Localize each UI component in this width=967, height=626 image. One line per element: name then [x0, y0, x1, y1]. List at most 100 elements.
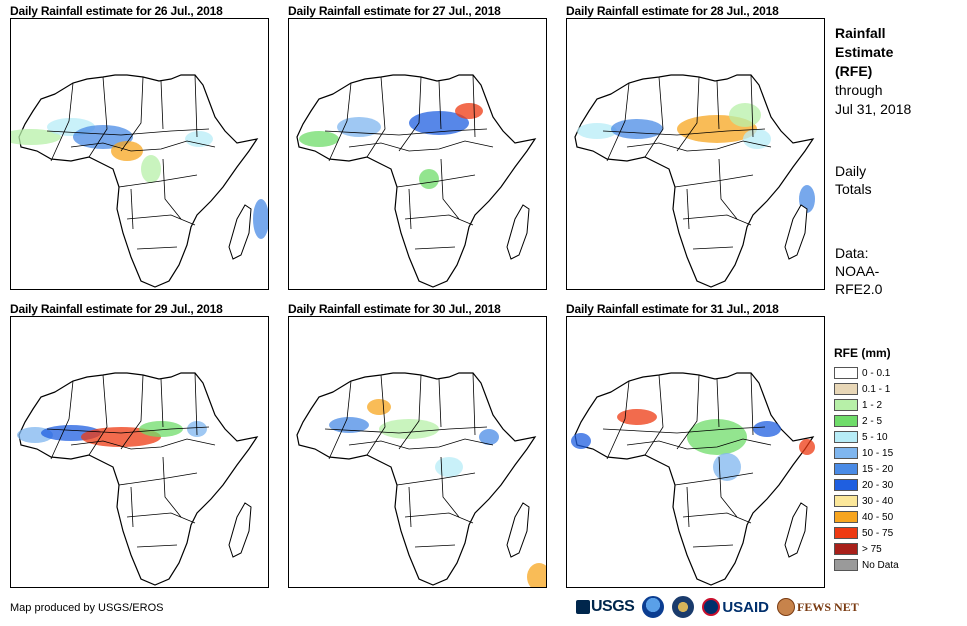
rfe-legend: RFE (mm) 0 - 0.1 0.1 - 1 1 - 2 2 - 5 5 - 10 1…: [834, 346, 964, 573]
continent-outline: [18, 74, 259, 288]
legend-swatch: [834, 399, 858, 411]
legend-item: 20 - 30: [834, 477, 964, 493]
legend-item: 40 - 50: [834, 509, 964, 525]
legend-swatch: [834, 463, 858, 475]
country-border: [644, 374, 664, 456]
rainfall-area: [577, 123, 617, 139]
legend-label: 5 - 10: [862, 431, 888, 443]
map-credit: Map produced by USGS/EROS: [10, 602, 164, 614]
country-border: [46, 128, 210, 136]
country-border: [682, 214, 752, 226]
legend-label: 15 - 20: [862, 463, 894, 475]
legend-swatch: [834, 383, 858, 395]
legend-swatch: [834, 495, 858, 507]
totals-block: Daily Totals: [835, 162, 965, 198]
map-panel-jul-31: Daily Rainfall estimate for 31 Jul., 201…: [566, 302, 825, 592]
map-panel-jul-26: Daily Rainfall estimate for 26 Jul., 201…: [10, 4, 269, 294]
country-border: [88, 374, 108, 456]
rainfall-area: [753, 421, 781, 437]
country-border: [120, 374, 144, 450]
country-border: [328, 380, 352, 460]
country-border: [160, 378, 164, 428]
fews-net-logo: FEWS NET: [777, 598, 859, 616]
legend-label: 50 - 75: [862, 527, 894, 539]
country-border: [398, 76, 422, 152]
continent-outline: [574, 372, 815, 586]
country-border: [50, 380, 74, 460]
legend-swatch: [834, 543, 858, 555]
continent-outline: [296, 372, 537, 586]
country-border: [626, 438, 772, 450]
country-border: [194, 372, 198, 436]
rainfall-area: [253, 199, 268, 239]
country-border: [644, 76, 664, 158]
legend-swatch: [834, 431, 858, 443]
legend-swatch: [834, 415, 858, 427]
data-source-block: Data: NOAA- RFE2.0: [835, 244, 965, 298]
legend-swatch: [834, 527, 858, 539]
country-border: [414, 246, 456, 250]
country-border: [692, 246, 734, 250]
africa-map: [571, 372, 815, 586]
country-border: [438, 80, 442, 130]
country-border: [408, 188, 412, 230]
africa-map: [11, 74, 268, 288]
panel-title: Daily Rainfall estimate for 26 Jul., 201…: [10, 4, 223, 18]
country-border: [348, 140, 494, 152]
totals-line: Daily: [835, 163, 867, 179]
legend-label: 10 - 15: [862, 447, 894, 459]
country-border: [716, 378, 720, 428]
country-border: [348, 438, 494, 450]
data-line: NOAA-: [835, 263, 880, 279]
legend-item: 1 - 2: [834, 397, 964, 413]
country-border: [674, 174, 754, 188]
data-line: RFE2.0: [835, 281, 883, 297]
rainfall-map: [10, 316, 269, 588]
legend-item: 10 - 15: [834, 445, 964, 461]
legend-label: > 75: [862, 543, 882, 555]
rainfall-area: [743, 129, 771, 149]
rainfall-area: [419, 169, 439, 189]
panel-title: Daily Rainfall estimate for 31 Jul., 201…: [566, 302, 779, 316]
country-border: [440, 456, 460, 518]
rainfall-area: [687, 419, 747, 455]
panel-title: Daily Rainfall estimate for 29 Jul., 201…: [10, 302, 223, 316]
rainfall-area: [367, 399, 391, 415]
rainfall-area: [611, 119, 663, 139]
panel-title: Daily Rainfall estimate for 27 Jul., 201…: [288, 4, 501, 18]
country-border: [162, 456, 182, 518]
country-border: [396, 174, 476, 188]
africa-map: [574, 74, 815, 288]
legend-swatch: [834, 559, 858, 571]
country-border: [366, 76, 386, 158]
title-line: Rainfall: [835, 25, 886, 41]
country-border: [440, 158, 460, 220]
country-border: [70, 140, 216, 152]
country-border: [676, 76, 700, 152]
country-border: [472, 74, 476, 138]
map-panel-jul-29: Daily Rainfall estimate for 29 Jul., 201…: [10, 302, 269, 592]
rainfall-area: [379, 419, 439, 439]
country-border: [404, 214, 474, 226]
country-border: [718, 158, 738, 220]
rainfall-map: [10, 18, 269, 290]
country-border: [606, 380, 630, 460]
legend-swatch: [834, 511, 858, 523]
legend-label: 0 - 0.1: [862, 367, 891, 379]
state-department-seal: [672, 596, 695, 618]
rainfall-area: [729, 103, 761, 127]
country-border: [88, 76, 108, 158]
rainfall-area: [185, 131, 213, 147]
country-border: [602, 128, 766, 136]
madagascar-outline: [506, 502, 530, 558]
rainfall-map: [566, 18, 825, 290]
country-border: [414, 544, 456, 548]
legend-label: 1 - 2: [862, 399, 883, 411]
rainfall-area: [527, 563, 546, 587]
country-border: [120, 76, 144, 152]
country-border: [716, 80, 720, 130]
noaa-logo: [642, 596, 665, 618]
legend-label: 2 - 5: [862, 415, 883, 427]
country-border: [718, 456, 738, 518]
country-border: [686, 486, 690, 528]
